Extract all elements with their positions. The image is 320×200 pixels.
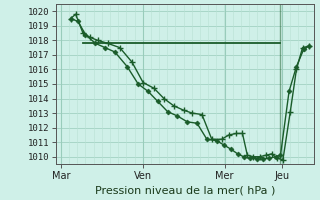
X-axis label: Pression niveau de la mer( hPa ): Pression niveau de la mer( hPa ) — [95, 185, 275, 195]
